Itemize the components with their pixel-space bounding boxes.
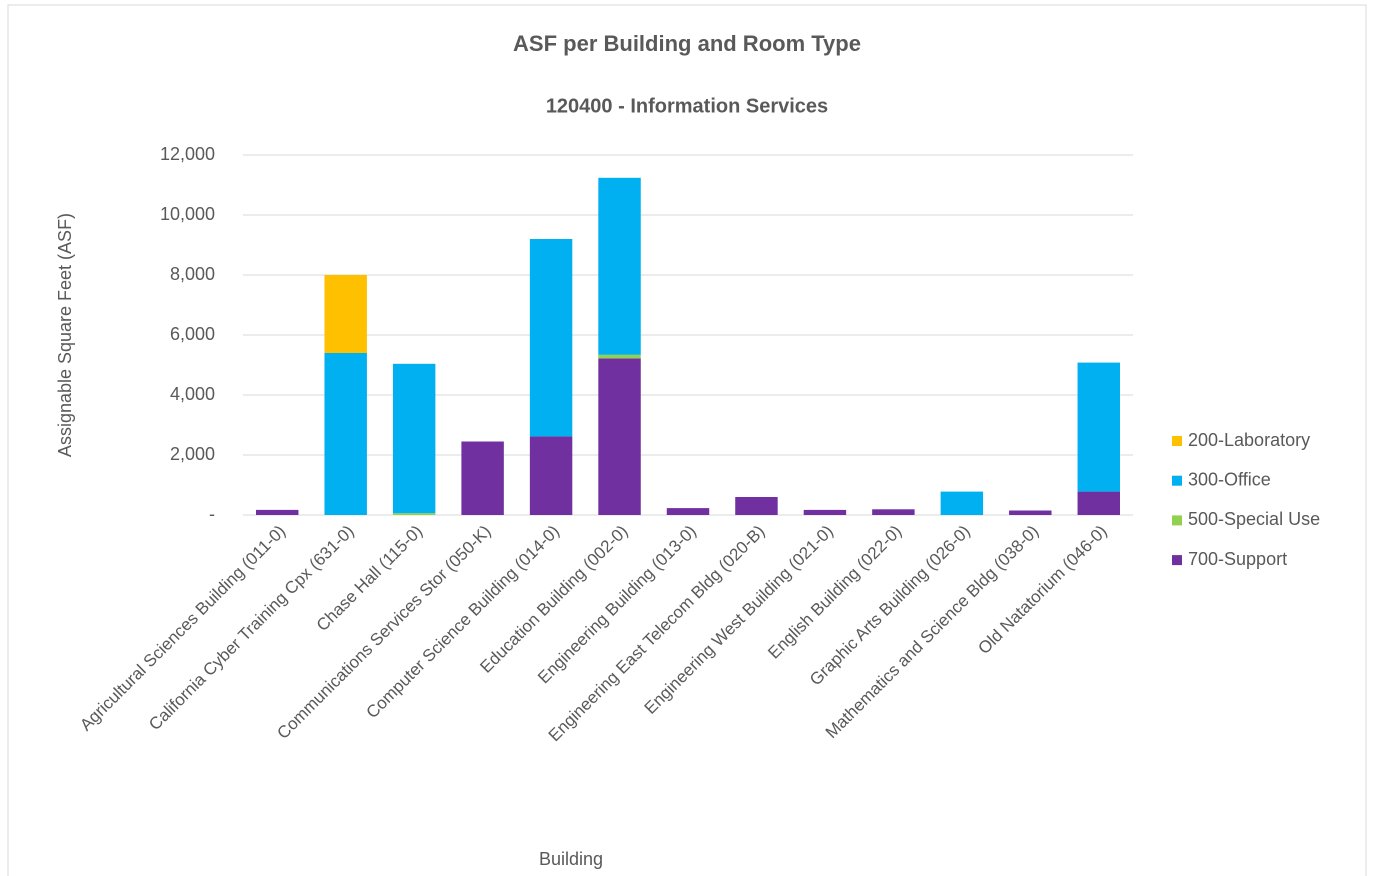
bar-segment — [872, 509, 915, 515]
bar-segment — [1009, 510, 1052, 515]
bar-segment — [529, 436, 573, 515]
bar-segment — [666, 508, 710, 515]
bar-segment — [735, 497, 778, 515]
legend-label: 700-Support — [1188, 549, 1287, 569]
legend-swatch — [1172, 436, 1182, 446]
y-tick-label: - — [209, 504, 215, 524]
bar-segment — [392, 363, 436, 514]
bar-segment — [461, 441, 504, 515]
y-tick-label: 10,000 — [160, 204, 215, 224]
x-axis-label: Building — [539, 849, 603, 869]
bar-segment — [598, 177, 641, 355]
bar-segment — [940, 491, 984, 515]
chart-title: ASF per Building and Room Type — [513, 31, 861, 56]
y-axis-label: Assignable Square Feet (ASF) — [55, 213, 75, 457]
legend-label: 300-Office — [1188, 469, 1271, 489]
chart-border — [7, 4, 1367, 876]
bar-segment — [803, 509, 847, 515]
y-tick-label: 6,000 — [170, 324, 215, 344]
bar-segment — [324, 353, 367, 515]
chart-subtitle: 120400 - Information Services — [546, 95, 828, 117]
legend-label: 500-Special Use — [1188, 509, 1320, 529]
y-tick-label: 4,000 — [170, 384, 215, 404]
legend-swatch — [1172, 555, 1182, 566]
bar-segment — [1077, 362, 1120, 492]
legend-swatch — [1172, 515, 1182, 526]
bar-segment — [1077, 491, 1120, 515]
bar-segment — [598, 358, 641, 515]
y-tick-label: 2,000 — [170, 444, 215, 464]
legend-swatch — [1172, 475, 1182, 486]
bar-segment — [392, 513, 436, 515]
bar-segment — [598, 354, 641, 359]
bar-segment — [256, 509, 299, 515]
y-tick-label: 8,000 — [170, 264, 215, 284]
bar-segment — [529, 239, 573, 437]
bar-segment — [324, 275, 367, 353]
legend-label: 200-Laboratory — [1188, 430, 1310, 450]
y-tick-label: 12,000 — [160, 144, 215, 164]
